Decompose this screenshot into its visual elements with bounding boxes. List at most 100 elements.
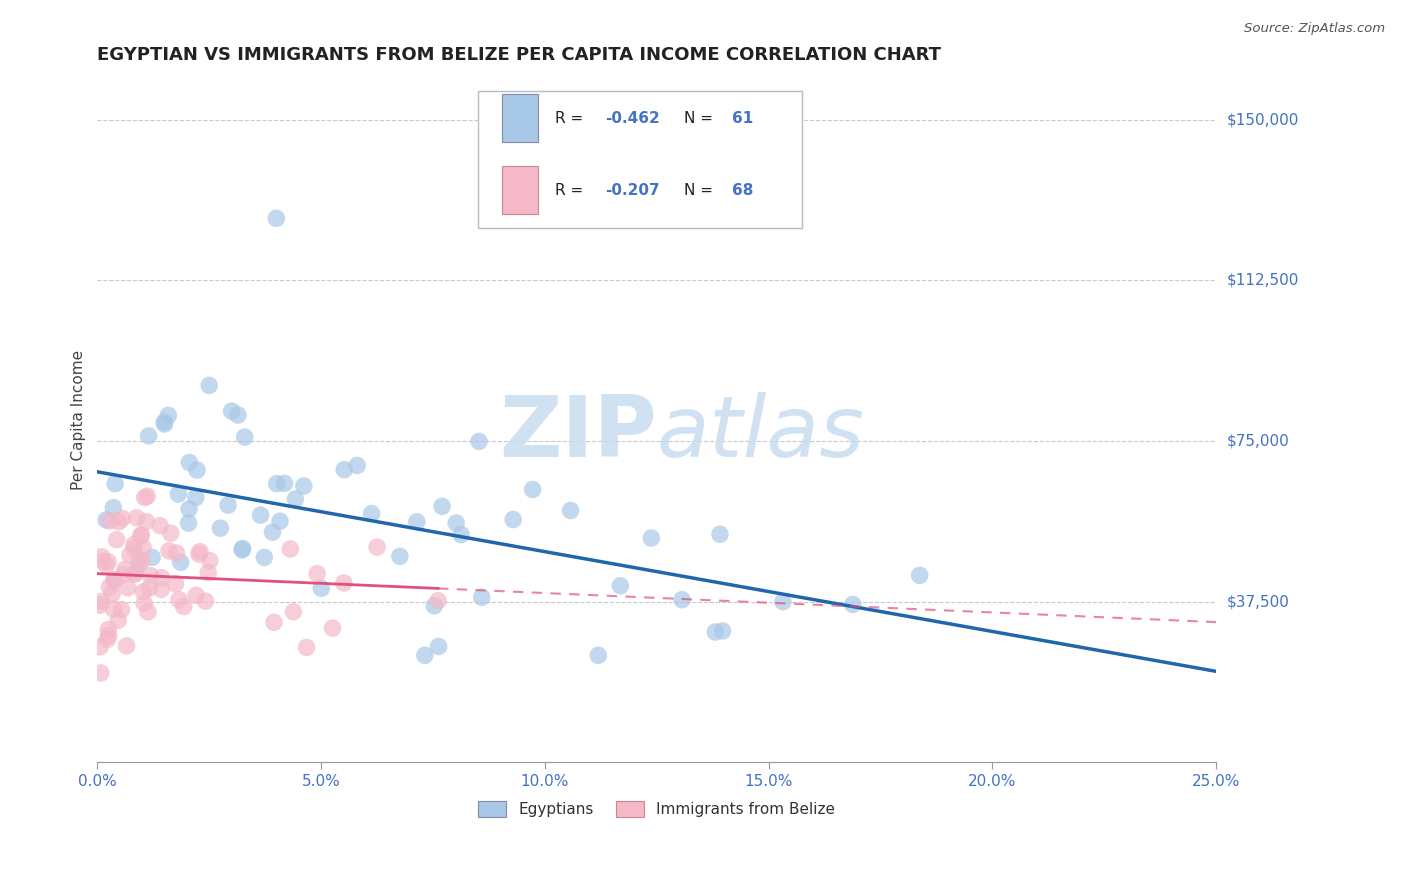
Point [184,491,207,505]
Point [153,415,176,429]
Point [107,613,129,627]
FancyBboxPatch shape [502,94,538,142]
Text: $37,500: $37,500 [1227,594,1291,609]
Point [588,648,610,663]
Legend: Egyptians, Immigrants from Belize: Egyptians, Immigrants from Belize [472,795,841,823]
Point [471,591,494,605]
Point [103,573,125,587]
Point [129,528,152,542]
Point [188,544,211,558]
Point [165,576,187,591]
Point [118,548,141,562]
Point [262,524,284,539]
Point [772,595,794,609]
Point [194,594,217,608]
Text: R =: R = [555,183,588,197]
Point [131,553,153,567]
Point [90,549,112,564]
Point [134,491,156,505]
Point [141,550,163,565]
Point [221,404,243,418]
Point [173,599,195,614]
Point [709,527,731,541]
Point [98,514,121,528]
Point [103,500,125,515]
Text: -0.207: -0.207 [605,183,659,197]
Point [159,526,181,541]
Point [157,409,180,423]
Point [117,581,139,595]
Point [231,541,253,556]
Point [150,582,173,597]
Point [405,515,427,529]
Point [908,568,931,582]
Point [149,518,172,533]
Point [124,566,146,580]
Text: atlas: atlas [657,392,865,475]
Y-axis label: Per Capita Income: Per Capita Income [72,350,86,490]
Point [97,628,120,642]
Point [97,555,120,569]
Point [103,602,125,616]
Point [266,476,288,491]
Point [233,430,256,444]
Point [366,540,388,554]
Point [157,544,180,558]
Point [179,455,201,469]
Point [231,542,253,557]
Point [217,498,239,512]
Point [427,593,450,607]
Point [284,491,307,506]
Text: 68: 68 [731,183,754,197]
Text: $112,500: $112,500 [1227,273,1299,288]
Point [292,479,315,493]
Point [333,576,356,591]
Point [170,555,193,569]
Point [132,585,155,599]
Point [711,624,734,638]
Point [186,463,208,477]
Point [333,463,356,477]
Point [307,566,329,581]
Point [413,648,436,663]
Point [129,528,152,542]
Text: R =: R = [555,111,588,126]
Point [128,552,150,566]
Text: -0.462: -0.462 [605,111,659,126]
Point [198,554,221,568]
Point [150,571,173,585]
Point [104,476,127,491]
Point [136,489,159,503]
Text: N =: N = [683,111,717,126]
Point [842,598,865,612]
Point [273,476,295,491]
Text: 61: 61 [731,111,754,126]
Point [388,549,411,564]
Point [112,567,135,582]
Point [122,541,145,555]
Point [138,581,160,595]
Point [346,458,368,473]
Point [226,408,249,422]
Point [360,507,382,521]
Point [269,514,291,528]
Point [266,211,288,226]
Point [114,562,136,576]
Point [311,582,333,596]
Point [96,558,118,572]
Point [197,566,219,580]
Point [89,640,111,654]
Point [134,596,156,610]
Point [105,533,128,547]
Text: EGYPTIAN VS IMMIGRANTS FROM BELIZE PER CAPITA INCOME CORRELATION CHART: EGYPTIAN VS IMMIGRANTS FROM BELIZE PER C… [97,46,942,64]
Point [609,579,631,593]
Point [177,516,200,530]
Point [125,510,148,524]
Point [136,605,159,619]
Point [111,511,134,525]
Point [263,615,285,630]
Point [153,417,176,431]
Point [468,434,491,449]
Point [430,500,453,514]
Point [115,639,138,653]
